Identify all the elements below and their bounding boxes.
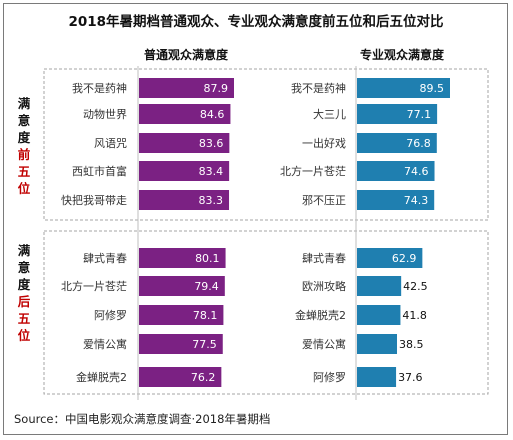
data-label: 76.8: [406, 137, 431, 150]
category-label: 动物世界: [83, 107, 127, 121]
data-label: 89.5: [420, 82, 445, 95]
category-label: 金蝉脱壳2: [295, 308, 346, 322]
category-label: 阿修罗: [313, 370, 346, 384]
bar: [139, 305, 224, 325]
category-label: 快把我哥带走: [61, 193, 127, 207]
data-label: 62.9: [392, 252, 417, 265]
data-label: 74.3: [404, 194, 429, 207]
group-label-char: 意: [18, 113, 31, 128]
data-label: 80.1: [195, 252, 220, 265]
category-label: 肆式青春: [83, 252, 127, 265]
group-label-char: 位: [18, 328, 31, 343]
data-label: 74.6: [404, 165, 429, 178]
chart-source: Source：中国电影观众满意度调查·2018年暑期档: [14, 412, 271, 426]
bar: [357, 276, 402, 296]
category-label: 欧洲攻略: [302, 279, 346, 293]
data-label: 76.2: [191, 371, 216, 384]
bar: [139, 248, 226, 268]
bar: [357, 78, 450, 98]
bar: [357, 133, 437, 153]
category-label: 风语咒: [94, 137, 127, 150]
data-label: 79.4: [194, 280, 219, 293]
category-label: 一出好戏: [302, 136, 346, 150]
group-label-char: 满: [18, 96, 31, 111]
category-label: 我不是药神: [291, 81, 346, 95]
group-label-char: 度: [18, 130, 31, 145]
category-label: 金蝉脱壳2: [76, 370, 127, 384]
bar: [357, 104, 438, 124]
category-label: 我不是药神: [72, 81, 127, 95]
group-label-char: 意: [18, 260, 31, 275]
data-label: 84.6: [200, 108, 225, 121]
data-label: 41.8: [402, 309, 427, 322]
category-label: 北方一片苍茫: [280, 164, 346, 178]
group-label-char: 五: [18, 311, 31, 326]
bar: [357, 334, 398, 354]
category-label: 阿修罗: [94, 308, 127, 322]
bar: [357, 367, 397, 387]
chart-frame: [3, 3, 508, 435]
group-label-char: 满: [18, 243, 31, 258]
bar: [357, 248, 423, 268]
category-label: 西虹市首富: [72, 164, 127, 178]
category-label: 北方一片苍茫: [61, 279, 127, 293]
bar: [139, 190, 230, 210]
group-label-char: 后: [18, 294, 31, 309]
group-label-char: 度: [18, 277, 31, 292]
data-label: 83.3: [199, 194, 224, 207]
data-label: 42.5: [403, 280, 428, 293]
bar: [139, 133, 230, 153]
data-label: 77.5: [192, 338, 217, 351]
panel-title-general: 普通观众满意度: [144, 47, 229, 62]
panel-title-pro: 专业观众满意度: [360, 47, 445, 62]
chart-title: 2018年暑期档普通观众、专业观众满意度前五位和后五位对比: [68, 13, 443, 30]
data-label: 83.6: [199, 137, 224, 150]
bar: [357, 305, 401, 325]
bar: [139, 276, 225, 296]
bar: [139, 161, 230, 181]
category-label: 大三儿: [313, 107, 346, 121]
category-label: 肆式青春: [302, 252, 346, 265]
category-label: 爱情公寓: [302, 337, 346, 351]
bar: [357, 161, 435, 181]
data-label: 38.5: [399, 338, 424, 351]
data-label: 83.4: [199, 165, 224, 178]
data-label: 78.1: [193, 309, 218, 322]
group-label-char: 位: [18, 181, 31, 196]
group-label-char: 前: [18, 147, 31, 162]
data-label: 87.9: [204, 82, 229, 95]
group-label-char: 五: [18, 164, 31, 179]
bar: [357, 190, 435, 210]
group-box-top: [43, 68, 489, 221]
bar: [139, 334, 223, 354]
category-label: 邪不压正: [302, 194, 346, 207]
data-label: 77.1: [407, 108, 432, 121]
bar: [139, 78, 234, 98]
group-box-bottom: [43, 230, 489, 395]
category-label: 爱情公寓: [83, 337, 127, 351]
data-label: 37.6: [398, 371, 423, 384]
bar: [139, 104, 231, 124]
bar: [139, 367, 222, 387]
